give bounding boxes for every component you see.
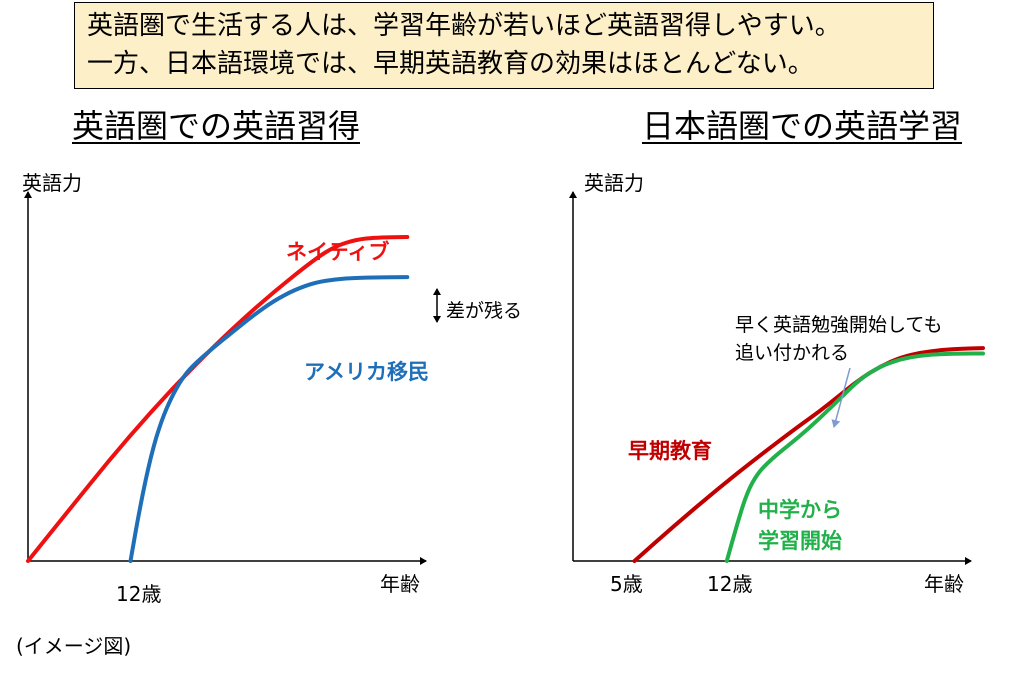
gap-annotation: 差が残る: [446, 300, 522, 322]
right-chart-title: 日本語圏での英語学習: [642, 107, 963, 145]
left-chart-title: 英語圏での英語習得: [72, 107, 361, 145]
footnote: (イメージ図): [16, 634, 132, 658]
left-x-tick-label: 12歳: [116, 582, 161, 606]
immigrant-series-line: [128, 275, 410, 563]
right-chart: 英語力 年齢 5歳 12歳 早期教育 中学から 学習開始 早く英語勉強開始しても…: [569, 171, 985, 596]
left-chart: 英語力 年齢 12歳 ネイティブ アメリカ移民 差が残る: [22, 171, 522, 606]
summary-box: 英語圏で生活する人は、学習年齢が若いほど英語習得しやすい。 一方、日本語環境では…: [74, 2, 934, 89]
native-series-label: ネイティブ: [286, 240, 389, 264]
right-y-axis-label: 英語力: [584, 171, 644, 195]
left-x-axis-label: 年齢: [380, 572, 420, 596]
right-x-tick-label-12: 12歳: [707, 572, 752, 596]
summary-line-1: 英語圏で生活する人は、学習年齢が若いほど英語習得しやすい。: [87, 11, 841, 41]
immigrant-series-label: アメリカ移民: [304, 360, 429, 384]
junior-high-series-line: [724, 351, 985, 563]
right-x-tick-label-5: 5歳: [610, 572, 643, 596]
native-series-line: [26, 235, 410, 563]
left-y-axis-label: 英語力: [22, 171, 82, 195]
callout-text-line-2: 追い付かれる: [735, 342, 849, 364]
right-x-axis-label: 年齢: [924, 572, 964, 596]
early-education-series-line: [632, 346, 985, 563]
summary-line-2: 一方、日本語環境では、早期英語教育の効果はほとんどない。: [87, 49, 814, 79]
callout-text-line-1: 早く英語勉強開始しても: [735, 314, 942, 336]
junior-high-label-line-2: 学習開始: [758, 529, 842, 553]
callout-pointer-arrow: [831, 367, 851, 428]
junior-high-label-line-1: 中学から: [758, 498, 842, 522]
early-education-series-label: 早期教育: [628, 439, 712, 463]
